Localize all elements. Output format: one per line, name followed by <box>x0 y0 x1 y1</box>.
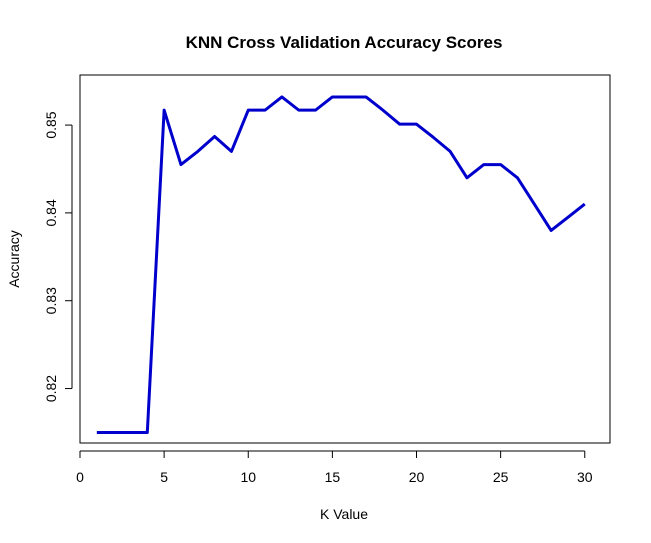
y-tick-label-0-84: 0.84 <box>43 199 59 226</box>
x-axis-label: K Value <box>320 506 368 522</box>
x-tick-label-5: 5 <box>160 469 168 485</box>
x-tick-label-10: 10 <box>240 469 256 485</box>
x-tick-label-0: 0 <box>76 469 84 485</box>
plot-frame <box>79 74 611 444</box>
y-tick-label-0-85: 0.85 <box>43 111 59 138</box>
series-layer <box>96 95 586 434</box>
x-tick-label-25: 25 <box>493 469 509 485</box>
y-axis: 0.82 0.83 0.84 0.85 <box>43 111 73 402</box>
x-axis: 0 5 10 15 20 25 30 <box>76 450 593 485</box>
y-tick-label-0-83: 0.83 <box>43 287 59 314</box>
chart-title: KNN Cross Validation Accuracy Scores <box>186 33 503 52</box>
x-tick-label-20: 20 <box>409 469 425 485</box>
x-tick-label-15: 15 <box>325 469 341 485</box>
y-tick-label-0-82: 0.82 <box>43 375 59 402</box>
accuracy-series-line <box>96 95 586 434</box>
x-tick-label-30: 30 <box>577 469 593 485</box>
y-axis-label: Accuracy <box>6 230 22 288</box>
